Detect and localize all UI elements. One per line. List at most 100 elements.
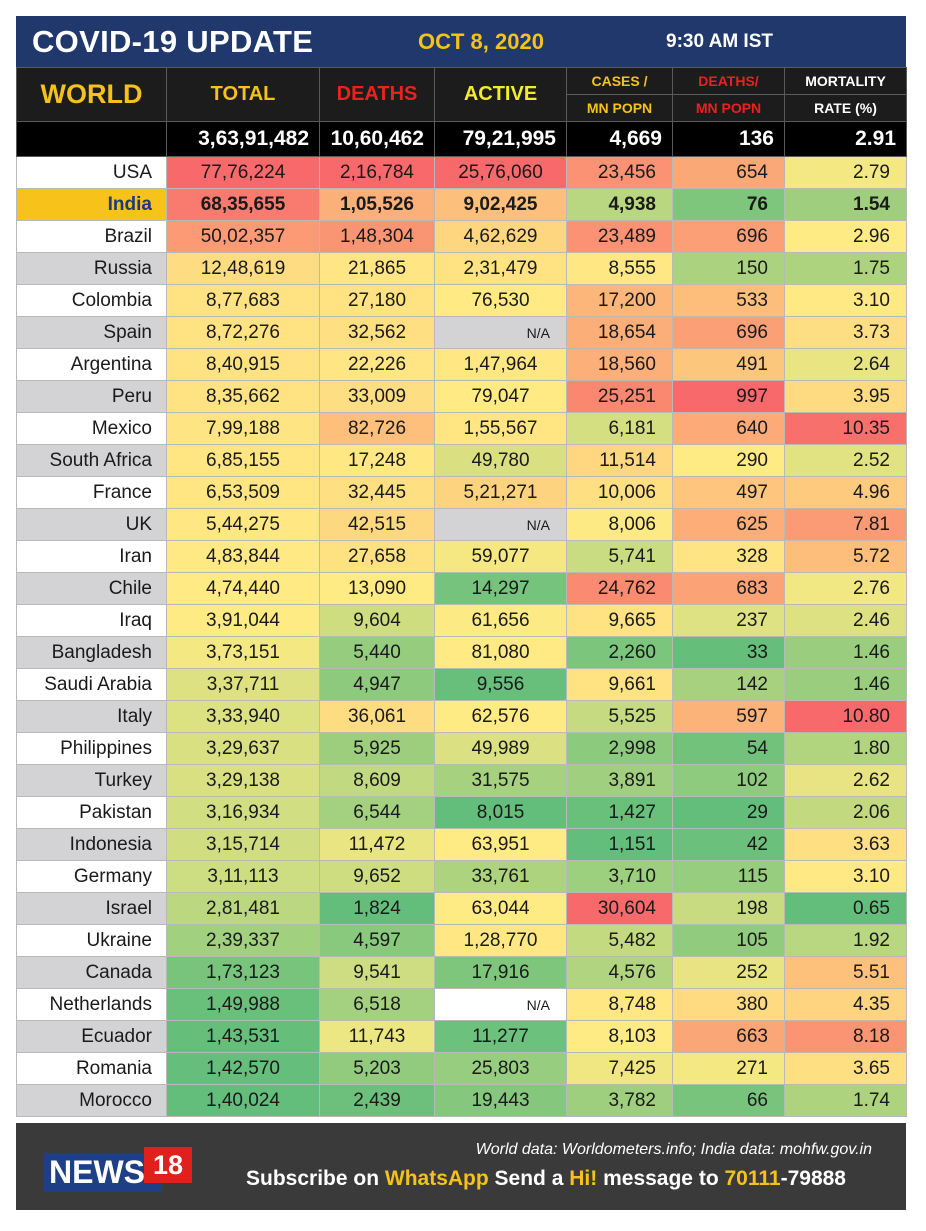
table-row: Mexico 7,99,188 82,726 1,55,567 6,181 640 10.3… — [16, 412, 907, 445]
cell-total: 3,15,714 — [166, 828, 320, 861]
cell-deaths-per-mn: 654 — [672, 156, 785, 189]
cell-cases-per-mn: 4,576 — [566, 956, 673, 989]
cell-active: 1,28,770 — [434, 924, 567, 957]
cell-mortality: 4.35 — [784, 988, 907, 1021]
cell-active: 79,047 — [434, 380, 567, 413]
header-deaths: DEATHS — [319, 67, 435, 122]
cell-deaths: 9,652 — [319, 860, 435, 893]
country-name: Ukraine — [16, 924, 167, 957]
cell-deaths: 33,009 — [319, 380, 435, 413]
cell-mortality: 1.80 — [784, 732, 907, 765]
cell-active: N/A — [434, 316, 567, 349]
country-name: Brazil — [16, 220, 167, 253]
country-name: Iran — [16, 540, 167, 573]
table-row: Ukraine 2,39,337 4,597 1,28,770 5,482 105 1.92 — [16, 924, 907, 957]
cell-deaths: 4,947 — [319, 668, 435, 701]
cell-deaths-per-mn: 237 — [672, 604, 785, 637]
cell-cases-per-mn: 6,181 — [566, 412, 673, 445]
cell-active: 63,044 — [434, 892, 567, 925]
cell-deaths: 2,439 — [319, 1084, 435, 1117]
cell-total: 3,73,151 — [166, 636, 320, 669]
cell-mortality: 2.64 — [784, 348, 907, 381]
cell-deaths: 32,562 — [319, 316, 435, 349]
cell-deaths-per-mn: 597 — [672, 700, 785, 733]
cell-deaths-per-mn: 533 — [672, 284, 785, 317]
cell-cases-per-mn: 18,654 — [566, 316, 673, 349]
country-rows: USA 77,76,224 2,16,784 25,76,060 23,456 654 2.… — [16, 156, 907, 1117]
cell-total: 1,42,570 — [166, 1052, 320, 1085]
cell-deaths-per-mn: 142 — [672, 668, 785, 701]
cell-active: 63,951 — [434, 828, 567, 861]
table-row: Romania 1,42,570 5,203 25,803 7,425 271 3.65 — [16, 1052, 907, 1085]
cell-cases-per-mn: 8,103 — [566, 1020, 673, 1053]
page-title: COVID-19 UPDATE — [32, 24, 314, 59]
cell-active: 1,47,964 — [434, 348, 567, 381]
cell-active: 9,02,425 — [434, 188, 567, 221]
cell-cases-per-mn: 10,006 — [566, 476, 673, 509]
cell-total: 8,72,276 — [166, 316, 320, 349]
table-row: Spain 8,72,276 32,562 N/A 18,654 696 3.73 — [16, 316, 907, 349]
country-name: Saudi Arabia — [16, 668, 167, 701]
cell-deaths-per-mn: 683 — [672, 572, 785, 605]
cell-cases-per-mn: 4,938 — [566, 188, 673, 221]
cell-total: 3,29,637 — [166, 732, 320, 765]
cell-deaths: 6,518 — [319, 988, 435, 1021]
cell-cases-per-mn: 11,514 — [566, 444, 673, 477]
cell-deaths: 5,925 — [319, 732, 435, 765]
cell-deaths-per-mn: 33 — [672, 636, 785, 669]
cell-cases-per-mn: 30,604 — [566, 892, 673, 925]
cell-deaths: 11,743 — [319, 1020, 435, 1053]
world-total-cases: 3,63,91,482 — [166, 121, 320, 157]
table-row: Bangladesh 3,73,151 5,440 81,080 2,260 33 1.46 — [16, 636, 907, 669]
cell-active: N/A — [434, 508, 567, 541]
cell-total: 3,37,711 — [166, 668, 320, 701]
country-name: USA — [16, 156, 167, 189]
cell-deaths: 27,180 — [319, 284, 435, 317]
cell-total: 2,81,481 — [166, 892, 320, 925]
cell-deaths-per-mn: 328 — [672, 540, 785, 573]
cell-cases-per-mn: 3,891 — [566, 764, 673, 797]
cell-total: 6,85,155 — [166, 444, 320, 477]
table-row: Philippines 3,29,637 5,925 49,989 2,998 54 1.8… — [16, 732, 907, 765]
cell-active: 8,015 — [434, 796, 567, 829]
table-row: Israel 2,81,481 1,824 63,044 30,604 198 0.65 — [16, 892, 907, 925]
cell-deaths-per-mn: 380 — [672, 988, 785, 1021]
table-row: Morocco 1,40,024 2,439 19,443 3,782 66 1.74 — [16, 1084, 907, 1117]
table-row: Italy 3,33,940 36,061 62,576 5,525 597 10.80 — [16, 700, 907, 733]
table-row: Argentina 8,40,915 22,226 1,47,964 18,560 491… — [16, 348, 907, 381]
table-row: Pakistan 3,16,934 6,544 8,015 1,427 29 2.06 — [16, 796, 907, 829]
table-row: Chile 4,74,440 13,090 14,297 24,762 683 2.76 — [16, 572, 907, 605]
cell-total: 4,74,440 — [166, 572, 320, 605]
table-row: Germany 3,11,113 9,652 33,761 3,710 115 3.10 — [16, 860, 907, 893]
country-name: Germany — [16, 860, 167, 893]
cell-deaths-per-mn: 42 — [672, 828, 785, 861]
header-mortality-line2: RATE (%) — [784, 94, 907, 122]
cell-deaths-per-mn: 76 — [672, 188, 785, 221]
cell-mortality: 10.80 — [784, 700, 907, 733]
cell-total: 8,35,662 — [166, 380, 320, 413]
cell-active: 4,62,629 — [434, 220, 567, 253]
cell-deaths-per-mn: 66 — [672, 1084, 785, 1117]
title-banner: COVID-19 UPDATE OCT 8, 2020 9:30 AM IST — [16, 16, 906, 67]
cell-deaths: 21,865 — [319, 252, 435, 285]
cell-total: 1,43,531 — [166, 1020, 320, 1053]
cell-total: 3,11,113 — [166, 860, 320, 893]
cell-cases-per-mn: 5,482 — [566, 924, 673, 957]
cell-mortality: 4.96 — [784, 476, 907, 509]
cell-mortality: 2.79 — [784, 156, 907, 189]
cell-deaths: 32,445 — [319, 476, 435, 509]
cell-total: 1,49,988 — [166, 988, 320, 1021]
cell-cases-per-mn: 23,456 — [566, 156, 673, 189]
cell-total: 4,83,844 — [166, 540, 320, 573]
cell-deaths: 42,515 — [319, 508, 435, 541]
cell-cases-per-mn: 17,200 — [566, 284, 673, 317]
cell-mortality: 3.65 — [784, 1052, 907, 1085]
cell-active: 59,077 — [434, 540, 567, 573]
cell-active: 5,21,271 — [434, 476, 567, 509]
covid-update-card: COVID-19 UPDATE OCT 8, 2020 9:30 AM IST … — [16, 16, 907, 1210]
cell-cases-per-mn: 3,782 — [566, 1084, 673, 1117]
cell-cases-per-mn: 24,762 — [566, 572, 673, 605]
cell-deaths: 13,090 — [319, 572, 435, 605]
subscribe-text-3: message to — [603, 1167, 719, 1190]
hi-text: Hi! — [569, 1167, 598, 1190]
